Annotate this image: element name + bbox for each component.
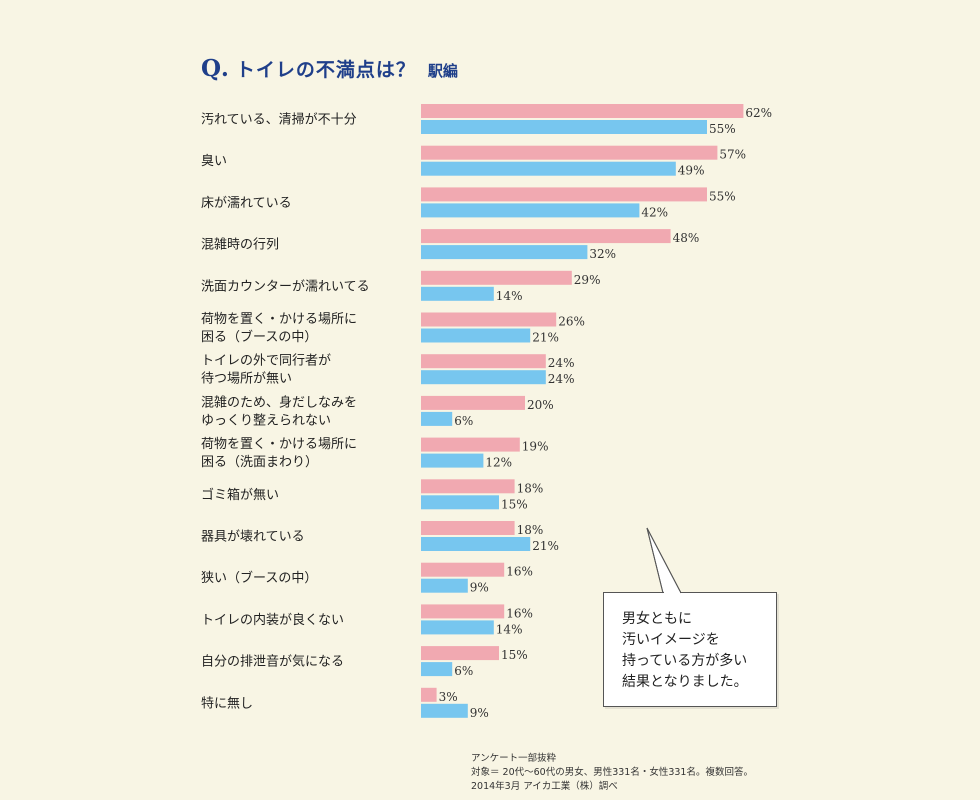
data-label: 21% bbox=[532, 539, 559, 553]
data-label: 14% bbox=[496, 289, 523, 303]
footnote: アンケート一部抜粋 対象＝ 20代～60代の男女、男性331名・女性331名。複… bbox=[471, 752, 753, 794]
bar-series-1 bbox=[421, 646, 499, 661]
bar-series-1 bbox=[421, 270, 572, 285]
bar-series-2 bbox=[421, 161, 676, 176]
category-label: 荷物を置く・かける場所に bbox=[201, 437, 357, 452]
callout-text: 男女ともに 汚いイメージを 持っている方が多い 結果となりました。 bbox=[622, 609, 748, 693]
data-label: 48% bbox=[673, 231, 700, 245]
category-label: トイレの内装が良くない bbox=[201, 612, 344, 628]
bar-series-1 bbox=[421, 187, 707, 202]
data-label: 55% bbox=[709, 122, 736, 136]
category-label: 自分の排泄音が気になる bbox=[201, 654, 344, 670]
callout-line: 男女ともに bbox=[622, 611, 692, 627]
bar-series-1 bbox=[421, 562, 505, 577]
footnote-line: 対象＝ 20代～60代の男女、男性331名・女性331名。複数回答。 bbox=[471, 767, 753, 778]
category-label: 待つ場所が無い bbox=[201, 372, 292, 387]
title-question-mark: Q. bbox=[201, 55, 230, 82]
data-label: 16% bbox=[506, 565, 533, 579]
title-subtitle: 駅編 bbox=[427, 62, 458, 80]
callout-box: 男女ともに 汚いイメージを 持っている方が多い 結果となりました。 bbox=[603, 592, 777, 707]
bar-series-2 bbox=[421, 286, 494, 301]
category-label: 混雑のため、身だしなみを bbox=[201, 394, 357, 410]
data-label: 6% bbox=[454, 664, 473, 678]
bar-series-1 bbox=[421, 354, 546, 369]
data-label: 6% bbox=[454, 414, 473, 428]
category-label: 困る（洗面まわり） bbox=[201, 455, 318, 470]
data-label: 14% bbox=[496, 622, 523, 636]
data-label: 18% bbox=[517, 523, 544, 537]
category-label: 床が濡れている bbox=[201, 196, 292, 211]
category-label: 器具が壊れている bbox=[201, 530, 305, 545]
bar-series-2 bbox=[421, 370, 546, 385]
callout-line: 結果となりました。 bbox=[622, 674, 748, 690]
data-label: 16% bbox=[506, 606, 533, 620]
bar-series-1 bbox=[421, 521, 515, 535]
bar-series-1 bbox=[421, 604, 505, 619]
data-label: 24% bbox=[548, 372, 575, 386]
data-label: 15% bbox=[501, 648, 528, 662]
bar-series-2 bbox=[421, 578, 468, 593]
bar-series-2 bbox=[421, 328, 531, 343]
bar-series-2 bbox=[421, 495, 499, 510]
callout-line: 持っている方が多い bbox=[622, 653, 748, 669]
callout-line: 汚いイメージを bbox=[622, 632, 720, 648]
data-label: 9% bbox=[470, 706, 489, 720]
data-label: 49% bbox=[678, 164, 705, 178]
bar-series-1 bbox=[421, 229, 671, 244]
bar-series-2 bbox=[421, 620, 494, 635]
data-label: 20% bbox=[527, 398, 554, 412]
bar-series-1 bbox=[421, 437, 520, 452]
category-label: 荷物を置く・かける場所に bbox=[201, 312, 357, 327]
category-label: トイレの外で同行者が bbox=[201, 354, 331, 369]
bar-series-2 bbox=[421, 245, 588, 260]
category-label: 洗面カウンターが濡れいてる bbox=[201, 279, 370, 294]
bar-series-2 bbox=[421, 703, 468, 718]
data-label: 26% bbox=[558, 315, 585, 329]
bar-series-2 bbox=[421, 411, 453, 426]
bar-series-1 bbox=[421, 104, 744, 118]
data-label: 21% bbox=[532, 331, 559, 345]
data-label: 9% bbox=[470, 581, 489, 595]
data-label: 32% bbox=[589, 247, 616, 261]
title-main-text: トイレの不満点は？ bbox=[235, 59, 416, 81]
footnote-line: 2014年3月 アイカ工業（株）調べ bbox=[471, 781, 618, 792]
chart-title: Q. トイレの不満点は？ 駅編 bbox=[201, 55, 458, 89]
data-label: 19% bbox=[522, 440, 549, 454]
category-label: 混雑時の行列 bbox=[201, 237, 279, 253]
bar-series-1 bbox=[421, 312, 557, 327]
data-label: 57% bbox=[719, 148, 746, 162]
data-label: 24% bbox=[548, 356, 575, 370]
category-label: 特に無し bbox=[201, 696, 253, 711]
category-label: 狭い（ブースの中） bbox=[201, 570, 317, 586]
category-label: 汚れている、清掃が不十分 bbox=[201, 112, 357, 128]
bar-series-1 bbox=[421, 395, 525, 410]
category-label: ゆっくり整えられない bbox=[201, 413, 331, 428]
bar-series-2 bbox=[421, 120, 707, 134]
footnote-line: アンケート一部抜粋 bbox=[471, 753, 557, 764]
data-label: 15% bbox=[501, 497, 528, 511]
data-label: 55% bbox=[709, 189, 736, 203]
data-label: 42% bbox=[641, 205, 668, 219]
bar-series-2 bbox=[421, 203, 640, 218]
bar-series-2 bbox=[421, 537, 531, 551]
bar-series-1 bbox=[421, 687, 437, 702]
data-label: 12% bbox=[485, 456, 512, 470]
data-label: 62% bbox=[745, 106, 772, 120]
category-label: 困る（ブースの中） bbox=[201, 329, 317, 345]
category-label: ゴミ箱が無い bbox=[201, 487, 279, 503]
bar-series-1 bbox=[421, 145, 718, 160]
data-label: 3% bbox=[439, 690, 458, 704]
data-label: 29% bbox=[574, 273, 601, 287]
bar-series-2 bbox=[421, 453, 484, 468]
category-label: 臭い bbox=[201, 154, 227, 169]
bar-series-2 bbox=[421, 662, 453, 677]
bar-series-1 bbox=[421, 479, 515, 494]
data-label: 18% bbox=[517, 481, 544, 495]
